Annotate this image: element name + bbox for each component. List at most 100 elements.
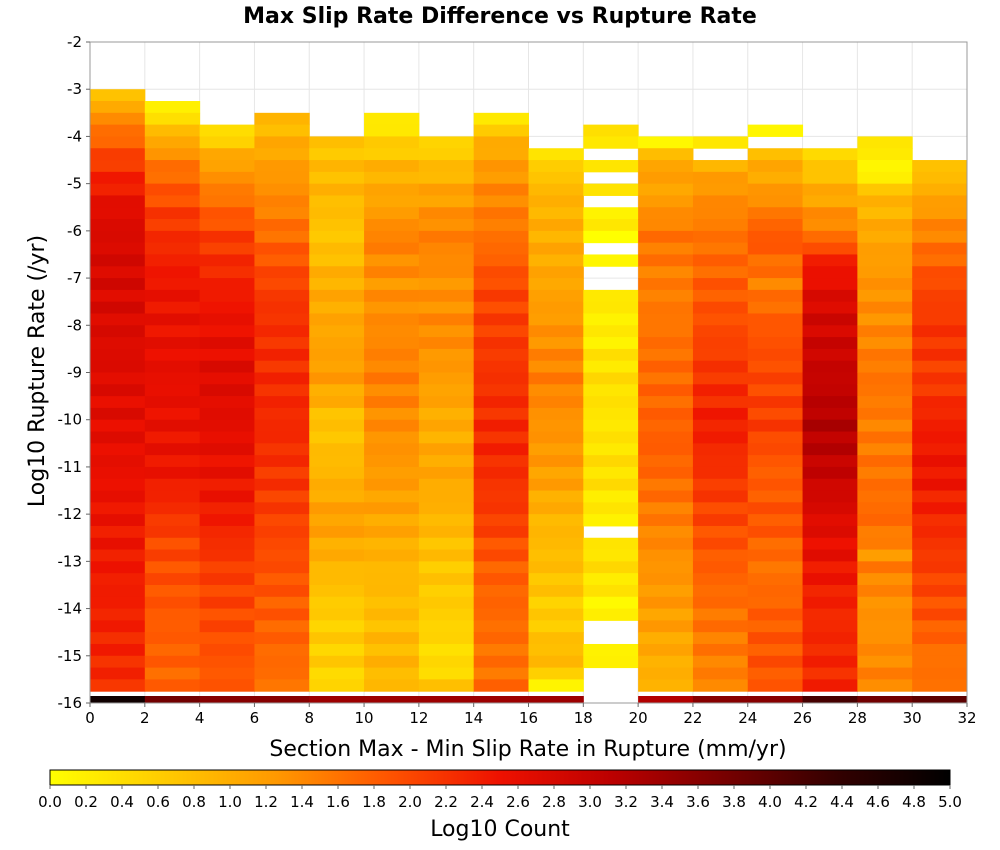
heatmap-cell bbox=[144, 278, 201, 291]
heatmap-cell bbox=[254, 537, 310, 551]
heatmap-cell bbox=[364, 573, 420, 586]
colorbar-tick-label: 2.2 bbox=[434, 793, 458, 811]
heatmap-cell bbox=[144, 561, 201, 574]
heatmap-cell bbox=[418, 254, 475, 267]
heatmap-cell bbox=[364, 230, 420, 244]
heatmap-cell bbox=[747, 561, 804, 574]
heatmap-cell bbox=[528, 679, 584, 692]
heatmap-cell bbox=[254, 230, 310, 244]
heatmap-cell bbox=[912, 171, 968, 185]
heatmap-cell bbox=[912, 431, 968, 444]
heatmap-cell bbox=[692, 502, 749, 515]
heatmap-cell bbox=[364, 242, 420, 255]
heatmap-cell bbox=[692, 573, 749, 586]
heatmap-cell bbox=[692, 219, 749, 232]
heatmap-cell bbox=[418, 289, 475, 303]
heatmap-cell bbox=[199, 696, 255, 704]
heatmap-cell bbox=[638, 549, 694, 562]
heatmap-cell bbox=[473, 525, 529, 539]
heatmap-cell bbox=[199, 195, 255, 208]
heatmap-cell bbox=[912, 242, 968, 255]
heatmap-cell bbox=[692, 443, 749, 456]
heatmap-cell bbox=[418, 608, 475, 621]
heatmap-cell bbox=[364, 584, 420, 598]
heatmap-cell bbox=[144, 112, 201, 126]
heatmap-cell bbox=[309, 537, 365, 551]
heatmap-cell bbox=[418, 242, 475, 255]
heatmap-cell bbox=[144, 443, 201, 456]
heatmap-cell bbox=[199, 632, 255, 645]
heatmap-cell bbox=[747, 455, 804, 468]
heatmap-cell bbox=[912, 313, 968, 326]
heatmap-cell bbox=[199, 183, 255, 196]
heatmap-cell bbox=[802, 431, 858, 444]
heatmap-cell bbox=[364, 337, 420, 350]
heatmap-cell bbox=[528, 596, 584, 610]
heatmap-cell bbox=[90, 230, 146, 244]
heatmap-cell bbox=[583, 384, 639, 397]
heatmap-cell bbox=[638, 396, 694, 409]
heatmap-cell bbox=[90, 124, 146, 137]
heatmap-cell bbox=[254, 207, 310, 220]
plot-area bbox=[89, 41, 968, 704]
heatmap-cell bbox=[144, 372, 201, 385]
heatmap-cell bbox=[418, 372, 475, 385]
heatmap-cell bbox=[309, 242, 365, 255]
y-tick-label: -16 bbox=[58, 694, 83, 712]
heatmap-cell bbox=[528, 655, 584, 669]
heatmap-cell bbox=[747, 219, 804, 232]
heatmap-cell bbox=[747, 313, 804, 326]
heatmap-cell bbox=[418, 301, 475, 314]
heatmap-cell bbox=[802, 148, 858, 161]
heatmap-cell bbox=[90, 537, 146, 551]
heatmap-cell bbox=[912, 466, 968, 480]
heatmap-cell bbox=[802, 679, 858, 692]
heatmap-cell bbox=[199, 148, 255, 161]
heatmap-cell bbox=[692, 696, 749, 704]
heatmap-cell bbox=[473, 620, 529, 633]
heatmap-cell bbox=[254, 278, 310, 291]
colorbar-tick-label: 4.6 bbox=[866, 793, 890, 811]
heatmap-cell bbox=[912, 254, 968, 267]
heatmap-cell bbox=[857, 632, 913, 645]
heatmap-cell bbox=[144, 431, 201, 444]
heatmap-cell bbox=[528, 337, 584, 350]
heatmap-cell bbox=[199, 431, 255, 444]
heatmap-cell bbox=[473, 502, 529, 515]
heatmap-cell bbox=[802, 384, 858, 397]
heatmap-cell bbox=[638, 514, 694, 527]
heatmap-cell bbox=[309, 466, 365, 480]
heatmap-cell bbox=[473, 455, 529, 468]
heatmap-cell bbox=[144, 419, 201, 433]
heatmap-cell bbox=[528, 289, 584, 303]
heatmap-cell bbox=[254, 183, 310, 196]
heatmap-cell bbox=[364, 478, 420, 492]
y-axis-label: Log10 Rupture Rate (/yr) bbox=[25, 235, 50, 507]
heatmap-cell bbox=[638, 313, 694, 326]
heatmap-cell bbox=[528, 549, 584, 562]
heatmap-cell bbox=[309, 337, 365, 350]
heatmap-cell bbox=[90, 360, 146, 373]
heatmap-cell bbox=[747, 254, 804, 267]
heatmap-cell bbox=[144, 101, 201, 114]
colorbar-tick-label: 1.8 bbox=[362, 793, 386, 811]
heatmap-cell bbox=[418, 632, 475, 645]
heatmap-cell bbox=[309, 632, 365, 645]
heatmap-cell bbox=[364, 431, 420, 444]
heatmap-cell bbox=[747, 620, 804, 633]
heatmap-cell bbox=[802, 301, 858, 314]
y-tick-label: -15 bbox=[58, 647, 83, 665]
heatmap-cell bbox=[583, 466, 639, 480]
heatmap-cell bbox=[583, 325, 639, 338]
heatmap-cell bbox=[309, 348, 365, 362]
heatmap-cell bbox=[857, 160, 913, 173]
heatmap-cell bbox=[364, 301, 420, 314]
heatmap-cell bbox=[583, 655, 639, 669]
heatmap-cell bbox=[254, 643, 310, 657]
heatmap-cell bbox=[473, 301, 529, 314]
heatmap-cell bbox=[144, 230, 201, 244]
heatmap-cell bbox=[638, 372, 694, 385]
heatmap-cell bbox=[912, 655, 968, 669]
heatmap-cell bbox=[692, 266, 749, 279]
heatmap-cell bbox=[254, 667, 310, 680]
